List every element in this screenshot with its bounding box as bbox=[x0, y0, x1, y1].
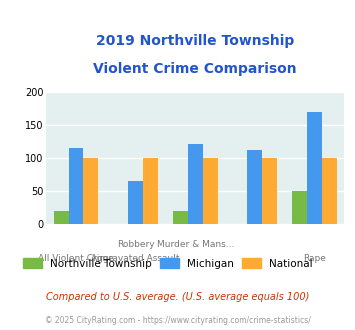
Text: Compared to U.S. average. (U.S. average equals 100): Compared to U.S. average. (U.S. average … bbox=[46, 292, 309, 302]
Bar bbox=[322, 158, 337, 224]
Bar bbox=[292, 191, 307, 224]
Bar bbox=[173, 211, 188, 224]
Legend: Northville Township, Michigan, National: Northville Township, Michigan, National bbox=[23, 258, 313, 269]
Text: Robbery: Robbery bbox=[117, 240, 154, 249]
Text: Aggravated Assault: Aggravated Assault bbox=[91, 253, 180, 263]
Text: Murder & Mans...: Murder & Mans... bbox=[157, 240, 234, 249]
Text: Rape: Rape bbox=[303, 253, 326, 263]
Bar bbox=[128, 182, 143, 224]
Bar bbox=[143, 158, 158, 224]
Text: Violent Crime Comparison: Violent Crime Comparison bbox=[93, 62, 297, 76]
Bar bbox=[83, 158, 98, 224]
Text: 2019 Northville Township: 2019 Northville Township bbox=[96, 34, 294, 48]
Text: All Violent Crime: All Violent Crime bbox=[38, 253, 114, 263]
Text: © 2025 CityRating.com - https://www.cityrating.com/crime-statistics/: © 2025 CityRating.com - https://www.city… bbox=[45, 315, 310, 325]
Bar bbox=[69, 148, 83, 224]
Bar bbox=[54, 211, 69, 224]
Bar bbox=[203, 158, 218, 224]
Bar bbox=[307, 112, 322, 224]
Bar bbox=[247, 150, 262, 224]
Bar bbox=[188, 144, 203, 224]
Bar bbox=[262, 158, 277, 224]
